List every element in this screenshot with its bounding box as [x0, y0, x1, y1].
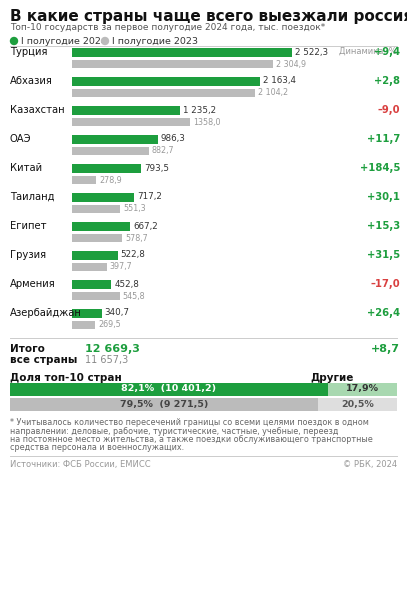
Text: 667,2: 667,2: [133, 221, 158, 230]
Bar: [72, 292, 120, 300]
Text: Топ-10 государств за первое полугодие 2024 года, тыс. поездок*: Топ-10 государств за первое полугодие 20…: [10, 23, 325, 32]
Text: 12 669,3: 12 669,3: [85, 344, 140, 354]
Text: © РБК, 2024: © РБК, 2024: [343, 460, 397, 469]
Text: +30,1: +30,1: [367, 192, 400, 202]
Text: 2 304,9: 2 304,9: [276, 59, 306, 68]
Bar: [72, 205, 120, 213]
Bar: [72, 147, 149, 155]
Bar: [72, 321, 96, 329]
Bar: [72, 89, 255, 97]
Text: 986,3: 986,3: [161, 134, 186, 143]
Text: на постоянное место жительства, а также поездки обслуживающего транспортные: на постоянное место жительства, а также …: [10, 435, 373, 444]
Text: Армения: Армения: [10, 279, 56, 289]
Text: 2 104,2: 2 104,2: [258, 88, 288, 97]
Text: Динамика, %: Динамика, %: [339, 47, 397, 56]
Bar: [10, 383, 328, 395]
Bar: [10, 397, 318, 410]
Text: –9,0: –9,0: [378, 105, 400, 115]
Circle shape: [101, 37, 109, 44]
Bar: [72, 263, 107, 271]
Text: Другие: Другие: [310, 373, 353, 383]
Text: 11 657,3: 11 657,3: [85, 355, 128, 365]
Bar: [72, 118, 190, 126]
Text: все страны: все страны: [10, 355, 77, 365]
Text: 717,2: 717,2: [138, 193, 162, 202]
Text: 452,8: 452,8: [114, 280, 139, 289]
Bar: [72, 234, 123, 242]
Text: +15,3: +15,3: [367, 221, 400, 231]
Text: ОАЭ: ОАЭ: [10, 134, 31, 144]
Text: 551,3: 551,3: [123, 205, 146, 214]
Text: 2 163,4: 2 163,4: [263, 76, 296, 85]
Text: 269,5: 269,5: [98, 320, 121, 329]
Bar: [72, 221, 130, 230]
Text: 882,7: 882,7: [152, 146, 175, 155]
Text: Турция: Турция: [10, 47, 48, 57]
Bar: [72, 193, 134, 202]
Bar: [318, 397, 397, 410]
Text: 20,5%: 20,5%: [341, 400, 374, 409]
Text: Абхазия: Абхазия: [10, 76, 53, 86]
Text: 397,7: 397,7: [109, 263, 132, 271]
Text: Таиланд: Таиланд: [10, 192, 55, 202]
Text: 793,5: 793,5: [144, 163, 169, 173]
Text: Китай: Китай: [10, 163, 42, 173]
Bar: [72, 60, 273, 68]
Bar: [72, 280, 112, 289]
Bar: [72, 47, 291, 56]
Text: 17,9%: 17,9%: [346, 385, 379, 394]
Bar: [72, 106, 179, 115]
Bar: [72, 251, 118, 259]
Text: В какие страны чаще всего выезжали россияне: В какие страны чаще всего выезжали росси…: [10, 9, 407, 24]
Text: 545,8: 545,8: [123, 292, 145, 301]
Bar: [72, 76, 260, 85]
Text: 79,5%  (9 271,5): 79,5% (9 271,5): [120, 400, 208, 409]
Text: 578,7: 578,7: [125, 233, 148, 242]
Bar: [72, 163, 141, 173]
Text: Итого: Итого: [10, 344, 45, 354]
Text: Источники: ФСБ России, ЕМИСС: Источники: ФСБ России, ЕМИСС: [10, 460, 151, 469]
Text: Грузия: Грузия: [10, 250, 46, 260]
Bar: [328, 383, 397, 395]
Text: 2 522,3: 2 522,3: [295, 47, 328, 56]
Text: +184,5: +184,5: [360, 163, 400, 173]
Text: +11,7: +11,7: [367, 134, 400, 144]
Text: Казахстан: Казахстан: [10, 105, 65, 115]
Text: +8,7: +8,7: [371, 344, 400, 354]
Text: I полугодие 2024: I полугодие 2024: [21, 37, 107, 46]
Text: направлении: деловые, рабочие, туристические, частные, учебные, переезд: направлении: деловые, рабочие, туристиче…: [10, 427, 338, 436]
Text: +26,4: +26,4: [367, 308, 400, 318]
Text: Азербайджан: Азербайджан: [10, 308, 82, 318]
Text: 278,9: 278,9: [99, 175, 122, 185]
Bar: [72, 134, 158, 143]
Text: +2,8: +2,8: [374, 76, 400, 86]
Text: 1 235,2: 1 235,2: [182, 106, 216, 115]
Circle shape: [11, 37, 18, 44]
Text: +31,5: +31,5: [367, 250, 400, 260]
Text: 522,8: 522,8: [120, 251, 145, 259]
Text: I полугодие 2023: I полугодие 2023: [112, 37, 198, 46]
Bar: [72, 176, 96, 184]
Text: 1358,0: 1358,0: [193, 118, 221, 127]
Text: средства персонала и военнослужащих.: средства персонала и военнослужащих.: [10, 443, 184, 452]
Text: Египет: Египет: [10, 221, 46, 231]
Text: –17,0: –17,0: [370, 279, 400, 289]
Bar: [72, 308, 102, 317]
Text: Доля топ-10 стран: Доля топ-10 стран: [10, 373, 122, 383]
Text: +9,4: +9,4: [374, 47, 400, 57]
Text: 340,7: 340,7: [105, 308, 130, 317]
Text: * Учитывалось количество пересечений границы со всеми целями поездок в одном: * Учитывалось количество пересечений гра…: [10, 418, 369, 427]
Text: 82,1%  (10 401,2): 82,1% (10 401,2): [121, 385, 217, 394]
